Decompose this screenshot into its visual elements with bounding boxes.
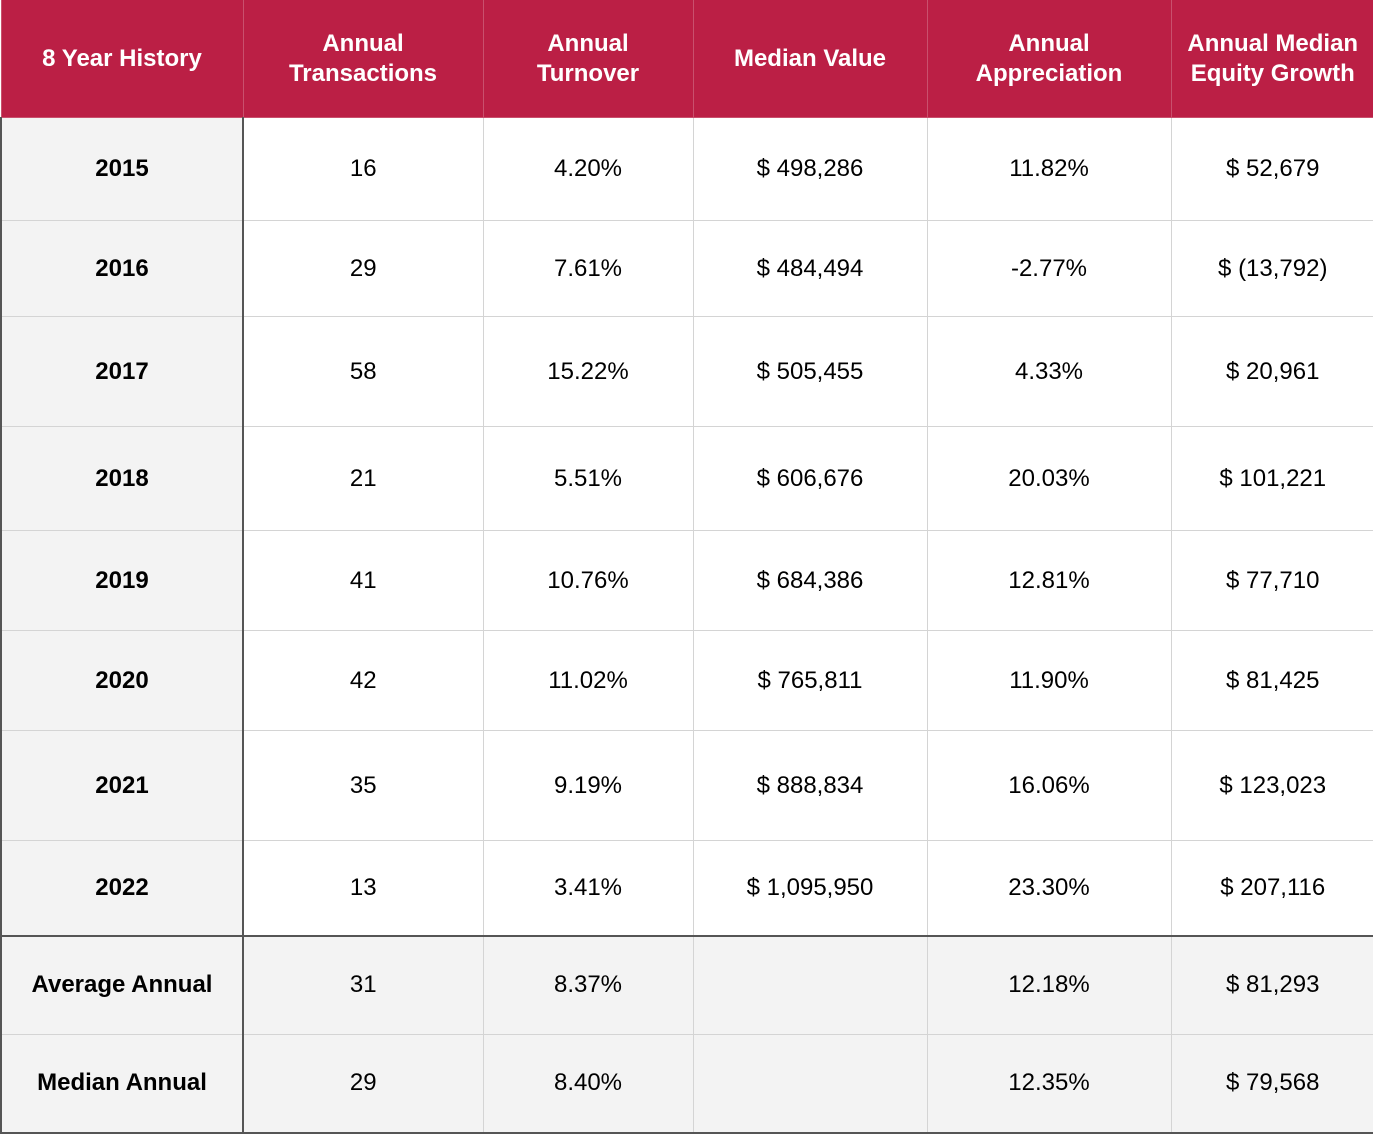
header-line: Median Value (733, 44, 887, 72)
cell-median-value: $ 765,811 (692, 630, 928, 731)
cell-appreciation: 11.82% (926, 117, 1172, 221)
table-row: 2020 42 11.02% $ 765,811 11.90% $ 81,425 (0, 630, 1373, 731)
cell-transactions: 13 (242, 840, 484, 936)
cell-turnover: 10.76% (482, 530, 694, 631)
cell-transactions: 29 (242, 1034, 484, 1134)
cell-median-value: $ 498,286 (692, 117, 928, 221)
cell-median-value (692, 934, 928, 1035)
cell-transactions: 41 (242, 530, 484, 631)
cell-median-value: $ 888,834 (692, 730, 928, 841)
header-8-year-history: 8 Year History (0, 0, 244, 118)
cell-equity-growth: $ (13,792) (1170, 220, 1373, 317)
cell-transactions: 42 (242, 630, 484, 731)
header-annual-median-equity-growth: Annual Median Equity Growth (1170, 0, 1373, 118)
cell-transactions: 31 (242, 934, 484, 1035)
cell-equity-growth: $ 101,221 (1170, 426, 1373, 531)
cell-year: Median Annual (0, 1034, 244, 1134)
header-line: 8 Year History (42, 44, 202, 72)
summary-row: Median Annual 29 8.40% 12.35% $ 79,568 (0, 1034, 1373, 1134)
header-line: Annual (1008, 29, 1090, 57)
cell-transactions: 21 (242, 426, 484, 531)
cell-transactions: 58 (242, 316, 484, 427)
cell-turnover: 8.40% (482, 1034, 694, 1134)
cell-equity-growth: $ 81,293 (1170, 934, 1373, 1035)
cell-turnover: 7.61% (482, 220, 694, 317)
cell-turnover: 5.51% (482, 426, 694, 531)
header-line: Equity Growth (1190, 59, 1355, 87)
header-line: Turnover (536, 59, 640, 87)
header-line: Transactions (288, 59, 438, 87)
cell-median-value (692, 1034, 928, 1134)
header-annual-appreciation: Annual Appreciation (926, 0, 1172, 118)
summary-row: Average Annual 31 8.37% 12.18% $ 81,293 (0, 934, 1373, 1035)
cell-turnover: 11.02% (482, 630, 694, 731)
cell-appreciation: 11.90% (926, 630, 1172, 731)
cell-transactions: 16 (242, 117, 484, 221)
cell-appreciation: 12.81% (926, 530, 1172, 631)
cell-appreciation: 23.30% (926, 840, 1172, 936)
cell-equity-growth: $ 81,425 (1170, 630, 1373, 731)
cell-year: 2022 (0, 840, 244, 936)
cell-median-value: $ 606,676 (692, 426, 928, 531)
cell-year: 2019 (0, 530, 244, 631)
cell-equity-growth: $ 207,116 (1170, 840, 1373, 936)
header-line: Annual (547, 29, 629, 57)
table-row: 2017 58 15.22% $ 505,455 4.33% $ 20,961 (0, 316, 1373, 427)
cell-equity-growth: $ 20,961 (1170, 316, 1373, 427)
header-line: Annual Median (1187, 29, 1359, 57)
table-row: 2019 41 10.76% $ 684,386 12.81% $ 77,710 (0, 530, 1373, 631)
table-row: 2018 21 5.51% $ 606,676 20.03% $ 101,221 (0, 426, 1373, 531)
header-annual-transactions: Annual Transactions (242, 0, 484, 118)
cell-equity-growth: $ 52,679 (1170, 117, 1373, 221)
cell-year: 2018 (0, 426, 244, 531)
cell-appreciation: -2.77% (926, 220, 1172, 317)
cell-appreciation: 20.03% (926, 426, 1172, 531)
cell-year: 2016 (0, 220, 244, 317)
table-body: 2015 16 4.20% $ 498,286 11.82% $ 52,679 2016 29… (0, 117, 1373, 1134)
cell-appreciation: 12.35% (926, 1034, 1172, 1134)
header-annual-turnover: Annual Turnover (482, 0, 694, 118)
cell-median-value: $ 1,095,950 (692, 840, 928, 936)
cell-year: 2021 (0, 730, 244, 841)
table-row: 2022 13 3.41% $ 1,095,950 23.30% $ 207,116 (0, 840, 1373, 936)
cell-transactions: 29 (242, 220, 484, 317)
cell-median-value: $ 484,494 (692, 220, 928, 317)
cell-equity-growth: $ 77,710 (1170, 530, 1373, 631)
cell-median-value: $ 505,455 (692, 316, 928, 427)
cell-year: Average Annual (0, 934, 244, 1035)
cell-equity-growth: $ 79,568 (1170, 1034, 1373, 1134)
table-row: 2015 16 4.20% $ 498,286 11.82% $ 52,679 (0, 117, 1373, 221)
cell-appreciation: 16.06% (926, 730, 1172, 841)
cell-turnover: 15.22% (482, 316, 694, 427)
cell-turnover: 8.37% (482, 934, 694, 1035)
cell-turnover: 9.19% (482, 730, 694, 841)
cell-year: 2020 (0, 630, 244, 731)
cell-transactions: 35 (242, 730, 484, 841)
cell-turnover: 3.41% (482, 840, 694, 936)
cell-year: 2017 (0, 316, 244, 427)
header-row: 8 Year History Annual Transactions Annual Tu… (0, 0, 1373, 118)
table-row: 2016 29 7.61% $ 484,494 -2.77% $ (13,792) (0, 220, 1373, 317)
cell-turnover: 4.20% (482, 117, 694, 221)
cell-year: 2015 (0, 117, 244, 221)
cell-appreciation: 12.18% (926, 934, 1172, 1035)
cell-median-value: $ 684,386 (692, 530, 928, 631)
header-median-value: Median Value (692, 0, 928, 118)
cell-appreciation: 4.33% (926, 316, 1172, 427)
cell-equity-growth: $ 123,023 (1170, 730, 1373, 841)
table-row: 2021 35 9.19% $ 888,834 16.06% $ 123,023 (0, 730, 1373, 841)
header-line: Appreciation (975, 59, 1123, 87)
header-line: Annual (322, 29, 404, 57)
